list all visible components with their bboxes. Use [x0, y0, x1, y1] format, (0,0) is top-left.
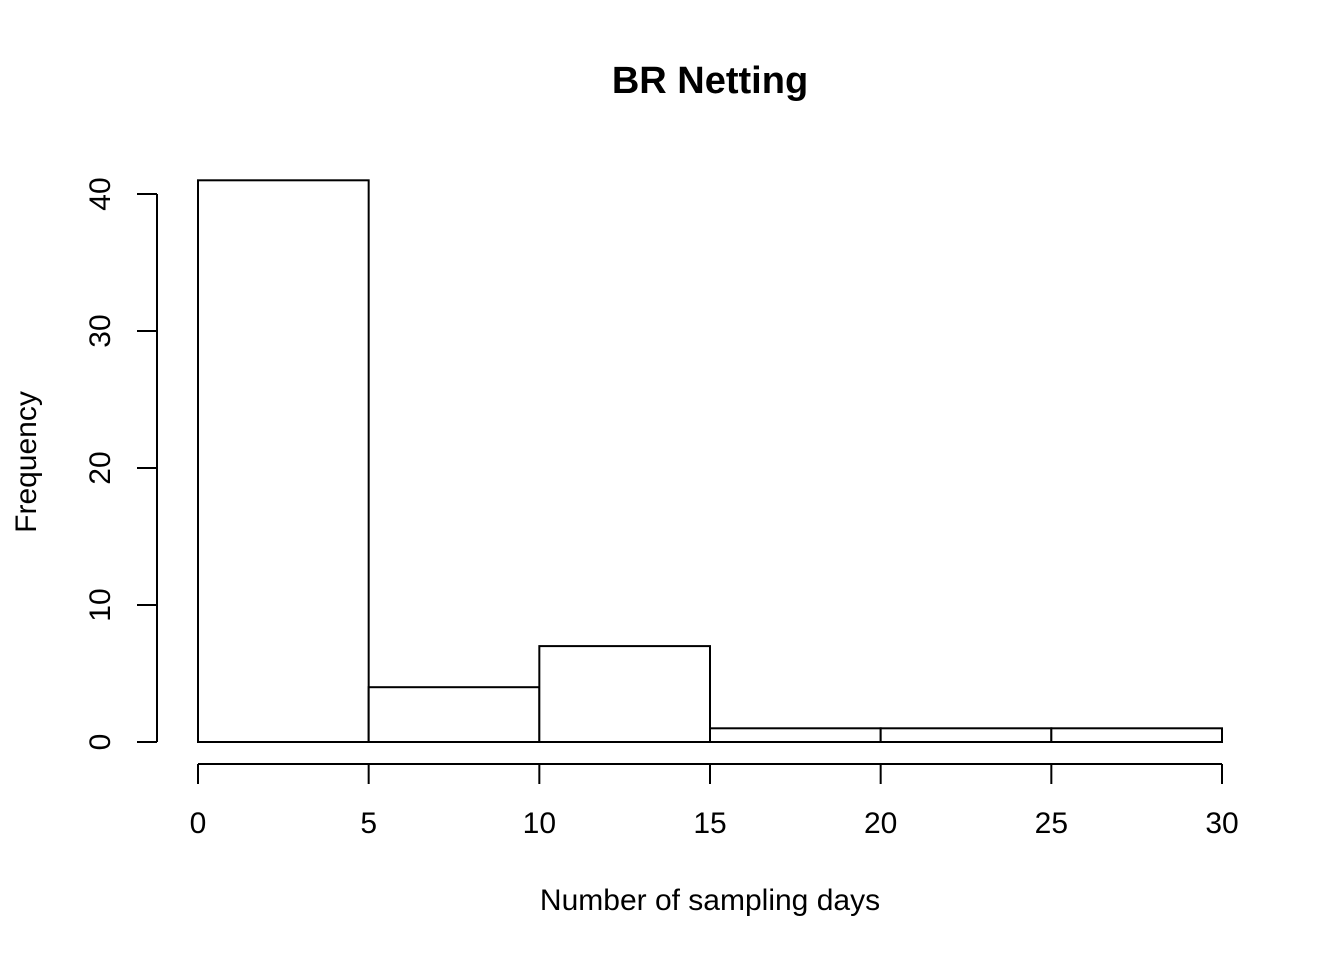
histogram-bar	[1050, 727, 1224, 743]
histogram-bar	[367, 686, 541, 744]
y-tick-label: 10	[84, 588, 117, 621]
histogram-bar	[538, 645, 711, 743]
x-axis-label: Number of sampling days	[540, 884, 880, 917]
x-tick-label: 10	[523, 807, 556, 840]
x-axis: 0 5 10 15 20 25 30	[190, 763, 1239, 840]
bars-group	[197, 179, 1224, 744]
y-tick-label: 0	[84, 734, 117, 751]
y-tick-label: 30	[84, 314, 117, 347]
x-tick-label: 5	[360, 807, 377, 840]
histogram-bar	[197, 179, 370, 744]
y-axis-label: Frequency	[10, 391, 43, 533]
histogram-bar	[709, 727, 882, 743]
x-tick-label: 0	[190, 807, 207, 840]
y-tick-label: 40	[84, 177, 117, 210]
x-tick-label: 30	[1205, 807, 1238, 840]
y-axis: 0 10 20 30 40	[84, 177, 158, 751]
chart-title: BR Netting	[612, 60, 808, 102]
x-tick-label: 15	[693, 807, 726, 840]
x-tick-label: 25	[1035, 807, 1068, 840]
x-tick-label: 20	[864, 807, 897, 840]
histogram-bar	[879, 727, 1053, 743]
y-tick-label: 20	[84, 451, 117, 484]
